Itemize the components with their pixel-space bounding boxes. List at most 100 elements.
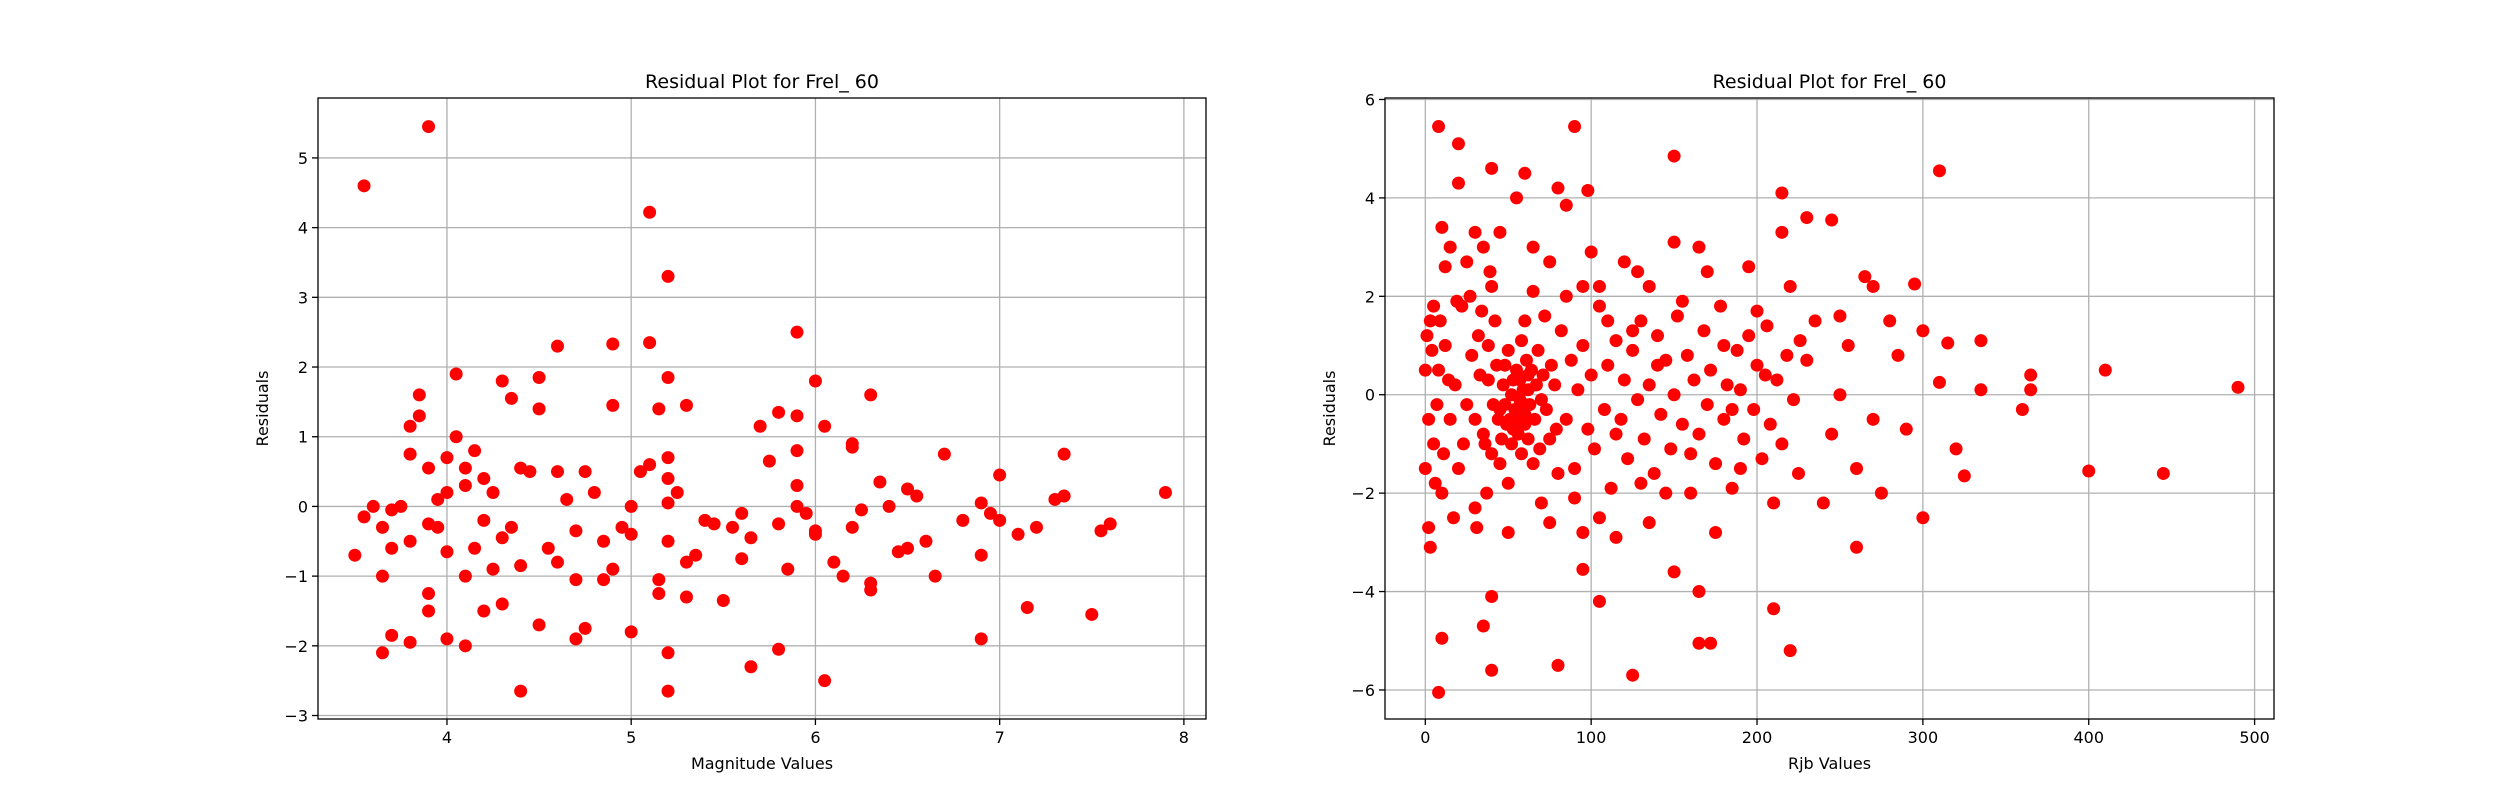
point (1770, 373, 1784, 387)
point (514, 559, 528, 573)
point (652, 402, 666, 416)
point (1717, 412, 1731, 426)
point (1717, 339, 1731, 353)
point (1642, 279, 1656, 293)
point (1451, 176, 1465, 190)
point (422, 517, 436, 531)
point (1510, 191, 1524, 205)
point (1460, 255, 1474, 269)
point (1584, 368, 1598, 382)
point (532, 402, 546, 416)
point (661, 534, 675, 548)
point (514, 461, 528, 475)
point (458, 479, 472, 493)
point (366, 499, 380, 513)
point (1057, 489, 1071, 503)
x-tick-label: 0 (1420, 728, 1430, 747)
point (1841, 339, 1855, 353)
point (1783, 644, 1797, 658)
point (385, 541, 399, 555)
point (1775, 225, 1789, 239)
point (1483, 265, 1497, 279)
point (569, 573, 583, 587)
point (514, 684, 528, 698)
point (1704, 636, 1718, 650)
point (1427, 437, 1441, 451)
point (1438, 339, 1452, 353)
point (790, 479, 804, 493)
point (1094, 524, 1108, 538)
point (551, 339, 565, 353)
point (1667, 565, 1681, 579)
point (1974, 334, 1988, 348)
point (845, 520, 859, 534)
point (1485, 589, 1499, 603)
point (1697, 324, 1711, 338)
point (504, 391, 518, 405)
point (1584, 245, 1598, 259)
point (956, 513, 970, 527)
point (679, 590, 693, 604)
point (1470, 521, 1484, 535)
point (661, 646, 675, 660)
point (1767, 602, 1781, 616)
point (403, 534, 417, 548)
point (1011, 527, 1025, 541)
point (412, 409, 426, 423)
point (375, 569, 389, 583)
point (1491, 412, 1505, 426)
point (1485, 279, 1499, 293)
y-tick-label: −2 (1351, 484, 1375, 503)
point (818, 674, 832, 688)
point (1709, 526, 1723, 540)
point (1659, 353, 1673, 367)
point (597, 534, 611, 548)
point (1534, 496, 1548, 510)
point (854, 503, 868, 517)
point (661, 370, 675, 384)
point (1490, 358, 1504, 372)
point (1538, 309, 1552, 323)
y-axis-label: Residuals (1320, 371, 1339, 447)
point (1733, 462, 1747, 476)
point (993, 468, 1007, 482)
y-tick-label: 6 (1365, 90, 1375, 109)
point (477, 513, 491, 527)
y-tick-label: 4 (298, 219, 308, 238)
point (1692, 636, 1706, 650)
point (1825, 427, 1839, 441)
point (357, 510, 371, 524)
point (1692, 427, 1706, 441)
point (772, 642, 786, 656)
point (1485, 161, 1499, 175)
point (1941, 336, 1955, 350)
point (901, 482, 915, 496)
point (615, 520, 629, 534)
point (1437, 447, 1451, 461)
point (1423, 314, 1437, 328)
point (1473, 368, 1487, 382)
subplot: 0 100 200 300 400 500 −6 −4 −2 0 2 4 6 Residual Plot … (1320, 71, 2275, 773)
point (1476, 427, 1490, 441)
point (1428, 476, 1442, 490)
point (1465, 348, 1479, 362)
point (928, 569, 942, 583)
point (2024, 368, 2038, 382)
point (486, 485, 500, 499)
point (495, 374, 509, 388)
point (1568, 120, 1582, 134)
point (1742, 260, 1756, 274)
point (606, 562, 620, 576)
point (1659, 486, 1673, 500)
point (440, 632, 454, 646)
point (679, 398, 693, 412)
point (477, 604, 491, 618)
point (1551, 658, 1565, 672)
point (2024, 383, 2038, 397)
point (1423, 540, 1437, 554)
point (403, 635, 417, 649)
point (1485, 663, 1499, 677)
point (633, 465, 647, 479)
point (1604, 481, 1618, 495)
point (1775, 186, 1789, 200)
